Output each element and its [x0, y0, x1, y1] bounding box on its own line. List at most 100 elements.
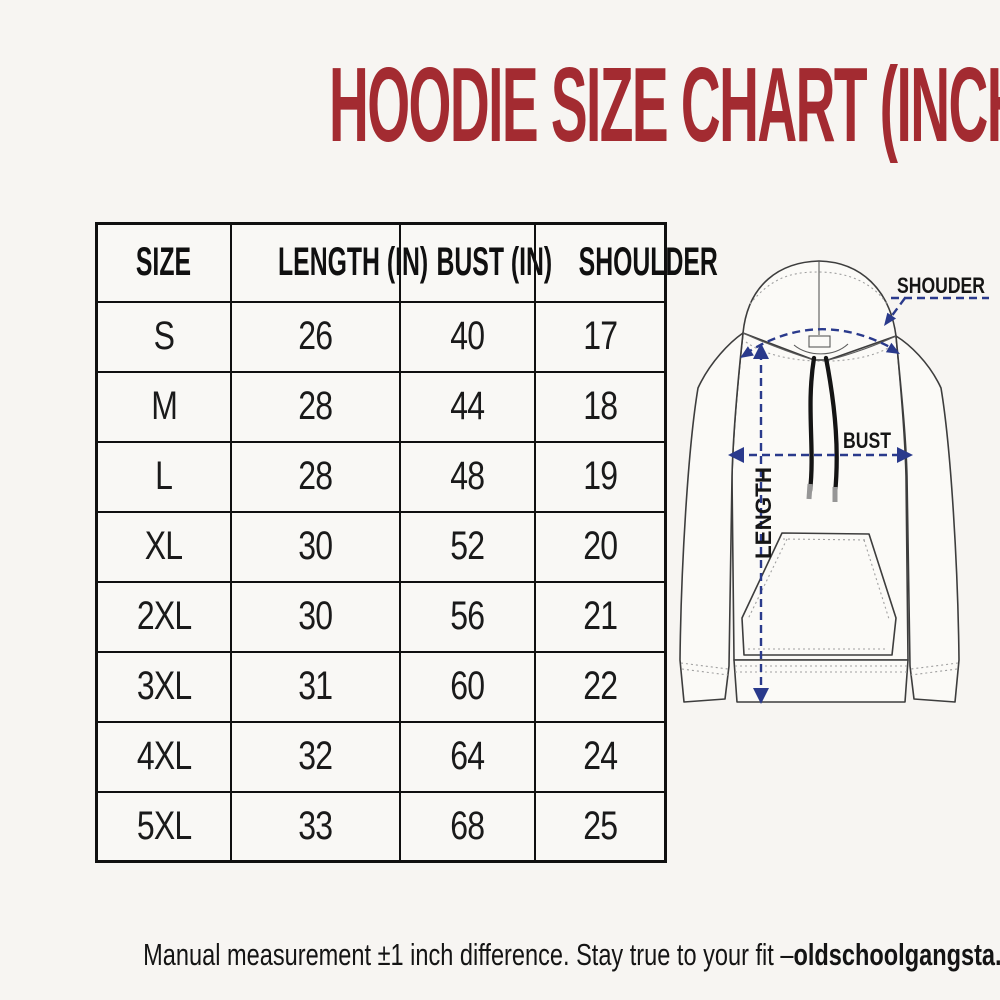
hoodie-outline	[679, 260, 960, 703]
table-row: XL 30 52 20	[95, 510, 667, 583]
bust-cell: 40	[398, 300, 536, 373]
length-value: 28	[298, 384, 333, 428]
bust-value: 48	[450, 454, 485, 498]
shoulder-value: 19	[582, 454, 618, 498]
size-label: S	[153, 314, 175, 358]
size-table: SIZE LENGTH (IN) BUST (IN) SHOULDER S 26…	[95, 222, 717, 863]
footer-note: Manual measurement ±1 inch difference. S…	[143, 937, 794, 972]
length-cell: 33	[229, 790, 401, 863]
size-label: 3XL	[136, 664, 192, 708]
footer-text: Manual measurement ±1 inch difference. S…	[143, 936, 1000, 973]
column-header: SHOULDER	[578, 240, 718, 285]
shoulder-value: 22	[582, 664, 618, 708]
bust-cell: 48	[398, 440, 536, 513]
measure-lines	[736, 296, 989, 695]
bust-value: 64	[450, 734, 485, 778]
size-label: 5XL	[136, 803, 192, 848]
size-cell: XL	[95, 510, 232, 583]
bust-value: 60	[450, 664, 485, 708]
shoulder-cell: 25	[533, 790, 667, 863]
length-value: 28	[298, 454, 333, 498]
size-cell: L	[95, 440, 232, 513]
bust-value: 68	[450, 803, 485, 848]
shoulder-value: 20	[582, 524, 618, 568]
shoulder-label: SHOUDER	[897, 273, 985, 298]
shoulder-cell: 17	[533, 300, 667, 373]
table-row: L 28 48 19	[95, 440, 667, 513]
drawstrings	[807, 355, 839, 497]
shoulder-cell: 22	[533, 650, 667, 723]
hoodie-left-sleeve	[679, 332, 744, 703]
footer: Manual measurement ±1 inch difference. S…	[0, 936, 1000, 973]
page-title: HOODIE SIZE CHART (INCH)	[328, 46, 1000, 164]
shoulder-pointer-line	[887, 296, 989, 322]
bust-value: 40	[450, 314, 485, 358]
length-cell: 26	[229, 300, 401, 373]
bust-cell: 60	[398, 650, 536, 723]
hood-details	[742, 261, 897, 361]
hoodie-measurement-diagram: SHOUDER BUST LENGTH	[679, 260, 989, 704]
shoulder-cell: 20	[533, 510, 667, 583]
size-label: M	[150, 384, 178, 428]
size-label: XL	[144, 524, 183, 568]
length-cell: 30	[229, 510, 401, 583]
length-cell: 31	[229, 650, 401, 723]
length-cell: 30	[229, 580, 401, 653]
bust-value: 44	[450, 384, 485, 428]
size-label: 4XL	[136, 734, 192, 778]
length-value: 30	[298, 594, 333, 638]
header-cell-length: LENGTH (IN)	[229, 222, 428, 303]
column-header: BUST (IN)	[435, 240, 552, 285]
bust-value: 52	[450, 524, 485, 568]
arrowheads	[728, 312, 913, 704]
length-cell: 28	[229, 440, 401, 513]
shoulder-value: 18	[582, 384, 618, 428]
length-value: 30	[298, 524, 333, 568]
bust-cell: 44	[398, 370, 536, 443]
shoulder-value: 17	[582, 314, 618, 358]
bust-cell: 64	[398, 720, 536, 793]
length-cell: 28	[229, 370, 401, 443]
column-header: LENGTH (IN)	[277, 240, 428, 285]
shoulder-arc	[744, 328, 898, 356]
shoulder-value: 24	[582, 734, 618, 778]
size-label: 2XL	[136, 594, 192, 638]
shoulder-value: 25	[582, 803, 618, 848]
hoodie-hem	[733, 659, 909, 703]
length-value: 33	[298, 803, 333, 848]
bust-value: 56	[450, 594, 485, 638]
bust-cell: 56	[398, 580, 536, 653]
size-cell: 3XL	[95, 650, 232, 723]
size-cell: 2XL	[95, 580, 232, 653]
table-row: 4XL 32 64 24	[95, 720, 667, 793]
length-cell: 32	[229, 720, 401, 793]
size-cell: 5XL	[95, 790, 232, 863]
size-cell: 4XL	[95, 720, 232, 793]
table-row: M 28 44 18	[95, 370, 667, 443]
table-header-row: SIZE LENGTH (IN) BUST (IN) SHOULDER	[95, 222, 717, 303]
page-title-wrap: HOODIE SIZE CHART (INCH)	[0, 52, 1000, 158]
hoodie-pocket	[741, 532, 897, 656]
shoulder-cell: 18	[533, 370, 667, 443]
header-cell-bust: BUST (IN)	[398, 222, 552, 303]
header-cell-size: SIZE	[95, 222, 232, 303]
table-row: S 26 40 17	[95, 300, 667, 373]
shoulder-cell: 24	[533, 720, 667, 793]
length-value: 32	[298, 734, 333, 778]
drawstring-aglets	[806, 483, 838, 502]
bust-cell: 52	[398, 510, 536, 583]
brand-name: oldschoolgangsta.com	[793, 937, 1000, 972]
length-value: 26	[298, 314, 333, 358]
bust-cell: 68	[398, 790, 536, 863]
table-row: 3XL 31 60 22	[95, 650, 667, 723]
length-label: LENGTH	[751, 467, 776, 559]
column-header: SIZE	[136, 240, 192, 285]
table-row: 2XL 30 56 21	[95, 580, 667, 653]
size-cell: S	[95, 300, 232, 373]
shoulder-value: 21	[582, 594, 618, 638]
size-label: L	[155, 454, 173, 498]
shoulder-cell: 19	[533, 440, 667, 513]
shoulder-cell: 21	[533, 580, 667, 653]
length-value: 31	[298, 664, 333, 708]
header-cell-shoulder: SHOULDER	[533, 222, 717, 303]
